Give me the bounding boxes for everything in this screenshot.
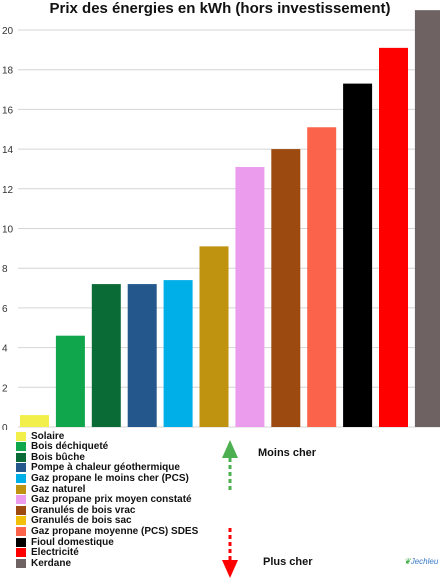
legend-item: Granulés de bois sac bbox=[16, 515, 198, 527]
bar-chart: 0 2 4 6 8 10 12 14 16 18 20 bbox=[2, 10, 440, 430]
y-tick-label: 14 bbox=[2, 145, 14, 156]
y-tick-label: 10 bbox=[2, 225, 14, 236]
legend-swatch bbox=[16, 452, 26, 462]
legend-label: Pompe à chaleur géothermique bbox=[31, 462, 180, 474]
y-tick-label: 2 bbox=[2, 383, 8, 394]
cheaper-arrow-icon bbox=[222, 440, 238, 492]
bar-11 bbox=[343, 83, 373, 427]
leaf-icon: ❦ bbox=[404, 557, 411, 566]
y-tick-label: 20 bbox=[2, 26, 14, 37]
legend-item: Solaire bbox=[16, 430, 198, 442]
legend-swatch bbox=[16, 463, 26, 473]
legend-item: Pompe à chaleur géothermique bbox=[16, 462, 198, 474]
y-tick-label: 6 bbox=[2, 304, 8, 315]
bar-1 bbox=[20, 415, 49, 427]
legend-item: Electricité bbox=[16, 547, 198, 559]
y-tick-label: 12 bbox=[2, 185, 14, 196]
legend-item: Gaz naturel bbox=[16, 483, 198, 495]
legend-swatch bbox=[16, 495, 26, 505]
legend-label: Fioul domestique bbox=[31, 536, 114, 548]
legend-swatch bbox=[16, 516, 26, 526]
legend-swatch bbox=[16, 548, 26, 558]
legend-item: Granulés de bois vrac bbox=[16, 504, 198, 516]
chart-legend: Solaire Bois déchiqueté Bois bûche Pompe à … bbox=[16, 431, 198, 569]
legend-label: Kerdane bbox=[31, 557, 72, 569]
bar-10 bbox=[307, 127, 337, 427]
legend-swatch bbox=[16, 442, 26, 452]
legend-label: Gaz propane prix moyen constaté bbox=[31, 494, 192, 506]
y-tick-label: 4 bbox=[2, 344, 8, 355]
legend-swatch bbox=[16, 474, 26, 484]
legend-item: Gaz propane le moins cher (PCS) bbox=[16, 473, 198, 485]
legend-swatch bbox=[16, 537, 26, 547]
legend-item: Gaz propane prix moyen constaté bbox=[16, 494, 198, 506]
chart-title: Prix des énergies en kWh (hors investiss… bbox=[49, 0, 391, 17]
bar-2 bbox=[55, 335, 85, 427]
y-tick-label: 16 bbox=[2, 105, 14, 116]
legend-label: Bois déchiqueté bbox=[31, 441, 109, 453]
bar-13 bbox=[414, 10, 440, 428]
legend-item: Bois déchiqueté bbox=[16, 441, 198, 453]
y-tick-label: 0 bbox=[2, 423, 8, 430]
y-tick-label: 8 bbox=[2, 264, 8, 275]
legend-label: Bois bûche bbox=[31, 451, 85, 463]
pricier-arrow-head bbox=[222, 560, 238, 578]
legend-label: Gaz naturel bbox=[31, 483, 86, 495]
bar-12 bbox=[379, 47, 408, 428]
legend-label: Solaire bbox=[31, 430, 65, 442]
legend-item: Kerdane bbox=[16, 557, 198, 569]
legend-swatch bbox=[16, 505, 26, 515]
legend-swatch bbox=[16, 484, 26, 494]
bar-4 bbox=[127, 284, 157, 427]
bar-7 bbox=[235, 166, 265, 427]
cheaper-arrow-head bbox=[222, 440, 238, 458]
y-tick-label: 18 bbox=[2, 66, 14, 77]
legend-swatch bbox=[16, 558, 26, 568]
pricier-label: Plus cher bbox=[263, 556, 313, 568]
cheaper-label: Moins cher bbox=[258, 447, 317, 459]
legend-label: Gaz propane le moins cher (PCS) bbox=[31, 473, 189, 485]
legend-swatch bbox=[16, 526, 26, 536]
pricier-arrow-icon bbox=[222, 528, 238, 578]
legend-label: Electricité bbox=[31, 547, 79, 559]
bar-8 bbox=[271, 149, 301, 427]
legend-label: Gaz propane moyenne (PCS) SDES bbox=[31, 526, 199, 537]
legend-item: Fioul domestique bbox=[16, 536, 198, 548]
legend-label: Granulés de bois sac bbox=[31, 515, 132, 527]
legend-swatch bbox=[16, 431, 26, 441]
legend-label: Granulés de bois vrac bbox=[31, 504, 136, 516]
legend-item: Gaz propane moyenne (PCS) SDES bbox=[16, 526, 199, 537]
legend-item: Bois bûche bbox=[16, 451, 198, 463]
bar-3 bbox=[91, 284, 121, 427]
logo-text: Jechleu bbox=[410, 557, 439, 566]
brand-logo: ❦Jechleu bbox=[404, 557, 438, 566]
bar-5 bbox=[163, 280, 193, 427]
bar-6 bbox=[199, 246, 229, 427]
